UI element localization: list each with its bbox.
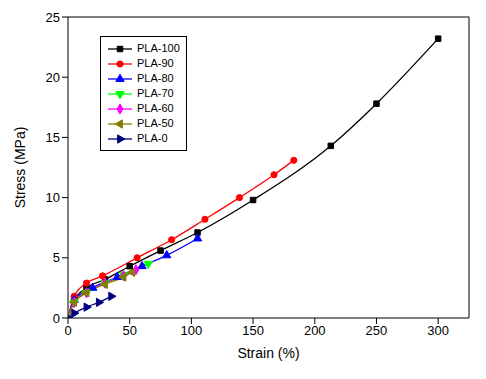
svg-text:250: 250 <box>366 323 388 338</box>
html-text:PLA-80: PLA-80 <box>137 72 174 84</box>
svg-text:0: 0 <box>64 323 71 338</box>
html-text:PLA-70: PLA-70 <box>137 87 174 99</box>
html-text:PLA-50: PLA-50 <box>137 117 174 129</box>
svg-text:50: 50 <box>122 323 136 338</box>
svg-text:Stress (MPa): Stress (MPa) <box>12 127 28 209</box>
svg-text:150: 150 <box>242 323 264 338</box>
svg-text:Strain (%): Strain (%) <box>237 345 299 361</box>
svg-text:100: 100 <box>181 323 203 338</box>
svg-text:0: 0 <box>53 311 60 326</box>
svg-text:5: 5 <box>53 250 60 265</box>
svg-text:25: 25 <box>46 10 60 25</box>
svg-text:200: 200 <box>304 323 326 338</box>
html-text:PLA-0: PLA-0 <box>137 132 168 144</box>
svg-text:20: 20 <box>46 70 60 85</box>
html-text:PLA-90: PLA-90 <box>137 57 174 69</box>
svg-text:300: 300 <box>427 323 449 338</box>
svg-text:15: 15 <box>46 130 60 145</box>
svg-text:10: 10 <box>46 190 60 205</box>
html-text:PLA-60: PLA-60 <box>137 102 174 114</box>
html-text:PLA-100: PLA-100 <box>137 42 180 54</box>
